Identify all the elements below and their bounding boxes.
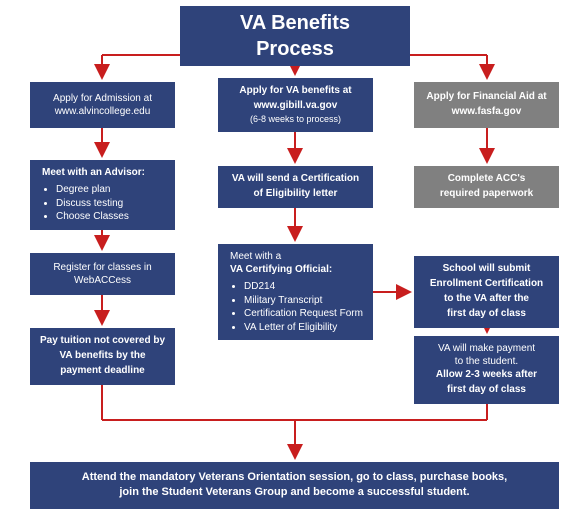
node-enrollment-cert: School will submit Enrollment Certificat…	[414, 256, 559, 328]
line: Apply for Admission at	[38, 92, 167, 105]
node-eligibility-letter: VA will send a Certification of Eligibil…	[218, 166, 373, 208]
line: required paperwork	[422, 187, 551, 200]
line: Apply for VA benefits at	[226, 84, 365, 97]
line: VA will make payment	[422, 342, 551, 355]
node-va-payment: VA will make payment to the student. All…	[414, 336, 559, 404]
line: www.fasfa.gov	[422, 105, 551, 118]
line: to the VA after the	[422, 292, 551, 305]
node-apply-va-benefits: Apply for VA benefits at www.gibill.va.g…	[218, 78, 373, 132]
line: School will submit	[422, 262, 551, 275]
line: Register for classes in	[38, 261, 167, 274]
line: VA benefits by the	[38, 349, 167, 362]
line: Complete ACC's	[422, 172, 551, 185]
lead: Meet with a	[230, 250, 365, 263]
line: of Eligibility letter	[226, 187, 365, 200]
bullet: Degree plan	[56, 183, 167, 197]
line: first day of class	[422, 307, 551, 320]
line: VA will send a Certification	[226, 172, 365, 185]
node-apply-financial-aid: Apply for Financial Aid at www.fasfa.gov	[414, 82, 559, 128]
line: Enrollment Certification	[422, 277, 551, 290]
node-apply-admission: Apply for Admission at www.alvincollege.…	[30, 82, 175, 128]
line: www.gibill.va.gov	[226, 99, 365, 112]
bullet-list: Degree plan Discuss testing Choose Class…	[56, 183, 167, 224]
bullet: Choose Classes	[56, 210, 167, 224]
subline: (6-8 weeks to process)	[226, 114, 365, 126]
title-text: VA Benefits Process	[200, 10, 390, 62]
line: first day of class	[422, 383, 551, 396]
bullet: VA Letter of Eligibility	[244, 321, 365, 335]
lead2: VA Certifying Official:	[230, 263, 365, 276]
line: to the student.	[422, 355, 551, 368]
line: Attend the mandatory Veterans Orientatio…	[50, 470, 539, 485]
node-meet-advisor: Meet with an Advisor: Degree plan Discus…	[30, 160, 175, 230]
line: WebACCess	[38, 274, 167, 287]
node-final: Attend the mandatory Veterans Orientatio…	[30, 462, 559, 509]
title-box: VA Benefits Process	[180, 6, 410, 66]
line: Apply for Financial Aid at	[422, 90, 551, 103]
node-certifying-official: Meet with a VA Certifying Official: DD21…	[218, 244, 373, 340]
node-acc-paperwork: Complete ACC's required paperwork	[414, 166, 559, 208]
bullet: Certification Request Form	[244, 307, 365, 321]
line: payment deadline	[38, 364, 167, 377]
bullet: Discuss testing	[56, 197, 167, 211]
line: join the Student Veterans Group and beco…	[50, 485, 539, 500]
bullet-list: DD214 Military Transcript Certification …	[244, 280, 365, 334]
node-register-classes: Register for classes in WebACCess	[30, 253, 175, 295]
line: Allow 2-3 weeks after	[422, 368, 551, 381]
bullet: DD214	[244, 280, 365, 294]
node-pay-tuition: Pay tuition not covered by VA benefits b…	[30, 328, 175, 385]
line: www.alvincollege.edu	[38, 105, 167, 118]
bullet: Military Transcript	[244, 294, 365, 308]
lead: Meet with an Advisor:	[42, 166, 167, 179]
line: Pay tuition not covered by	[38, 334, 167, 347]
